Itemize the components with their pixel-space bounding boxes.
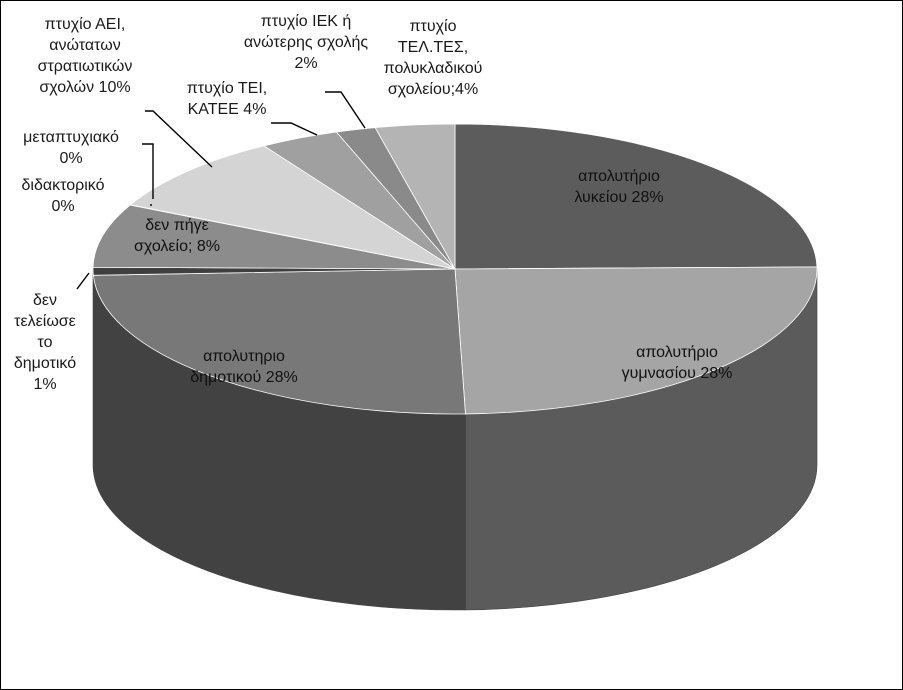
- data-label-line: μεταπτυχιακό: [23, 129, 119, 146]
- data-label-line: απολυτηριο: [203, 348, 285, 365]
- data-label-line: σχολείου;4%: [388, 81, 478, 98]
- data-label-line: απολυτήριο: [578, 168, 660, 185]
- data-label-line: δημοτικού 28%: [190, 369, 298, 386]
- data-label-line: ανώτερης σχολής: [244, 34, 368, 51]
- data-label-line: ανώτατων: [49, 37, 120, 54]
- data-label-απολυτήριο-λυκείου-28: απολυτήριο λυκείου 28%: [574, 168, 663, 206]
- pie-slice-2: [92, 268, 466, 415]
- data-label-line: στρατιωτικών: [38, 58, 133, 75]
- data-label-line: δημοτικό: [14, 355, 76, 372]
- data-label-line: λυκείου 28%: [574, 189, 663, 206]
- data-label-line: σχολών 10%: [39, 79, 130, 96]
- data-label-δεν-τελείωσε-το-δημοτικό-1: δεν τελείωσε το δημοτικό 1%: [14, 292, 76, 393]
- data-label-απολυτήριο-γυμνασίου-28: απολυτήριο γυμνασίου 28%: [622, 344, 733, 382]
- data-label-line: πτυχίο ΙΕΚ ή: [261, 13, 352, 30]
- leader-line-3: [76, 272, 90, 290]
- leader-line-9: [325, 91, 366, 129]
- data-label-πτυχίο-τελ-τες-πολυκλαδικού-σχολείου-4: πτυχίο ΤΕΛ.ΤΕΣ, πολυκλαδικού σχολείου;4%: [384, 18, 483, 98]
- data-label-line: 2%: [294, 55, 317, 72]
- data-label-line: διδακτορικό: [22, 177, 105, 194]
- data-label-δεν-πήγε-σχολείο-8: δεν πήγε σχολείο; 8%: [134, 217, 220, 255]
- data-label-line: 0%: [59, 150, 82, 167]
- pie-slice-4: [92, 204, 456, 270]
- data-label-line: 1%: [33, 376, 56, 393]
- data-label-line: σχολείο; 8%: [134, 238, 220, 255]
- data-label-line: απολυτήριο: [636, 344, 718, 361]
- pie-slice-1: [454, 266, 818, 415]
- data-label-line: πτυχίο: [410, 18, 457, 35]
- pie-slice-7: [129, 145, 456, 270]
- pie-slice-10: [374, 123, 456, 271]
- data-label-line: πτυχίο ΑΕΙ,: [45, 16, 126, 33]
- leader-line-6: [142, 143, 154, 199]
- data-label-line: γυμνασίου 28%: [622, 365, 733, 382]
- leader-line-8: [271, 122, 318, 136]
- data-label-πτυχίο-τει-κατεε-4: πτυχίο ΤΕΙ, ΚΑΤΕΕ 4%: [187, 80, 267, 118]
- data-label-απολυτηριο-δημοτικού-28: απολυτηριο δημοτικού 28%: [190, 348, 298, 386]
- leader-line-7: [145, 110, 213, 168]
- data-label-line: ΚΑΤΕΕ 4%: [188, 101, 267, 118]
- data-label-line: πτυχίο ΤΕΙ,: [187, 80, 267, 97]
- data-label-πτυχίο-αει-ανώτατων-στρατιωτικών-σχολών-10: πτυχίο ΑΕΙ, ανώτατων στρατιωτικών σχολών 10…: [38, 16, 133, 96]
- data-label-διδακτορικό-0: διδακτορικό 0%: [22, 177, 105, 215]
- data-label-line: πολυκλαδικού: [384, 60, 483, 77]
- data-label-line: ΤΕΛ.ΤΕΣ,: [398, 39, 468, 56]
- data-label-line: δεν πήγε: [145, 217, 209, 234]
- data-label-line: δεν: [33, 292, 57, 309]
- data-label-μεταπτυχιακό-0: μεταπτυχιακό 0%: [23, 129, 119, 167]
- data-label-line: 0%: [51, 198, 74, 215]
- pie-slice-0: [454, 123, 818, 270]
- data-label-πτυχίο-ιεκ-ή-ανώτερης-σχολής-2: πτυχίο ΙΕΚ ή ανώτερης σχολής 2%: [244, 13, 368, 72]
- data-label-line: το: [38, 334, 53, 351]
- data-label-line: τελείωσε: [14, 313, 76, 330]
